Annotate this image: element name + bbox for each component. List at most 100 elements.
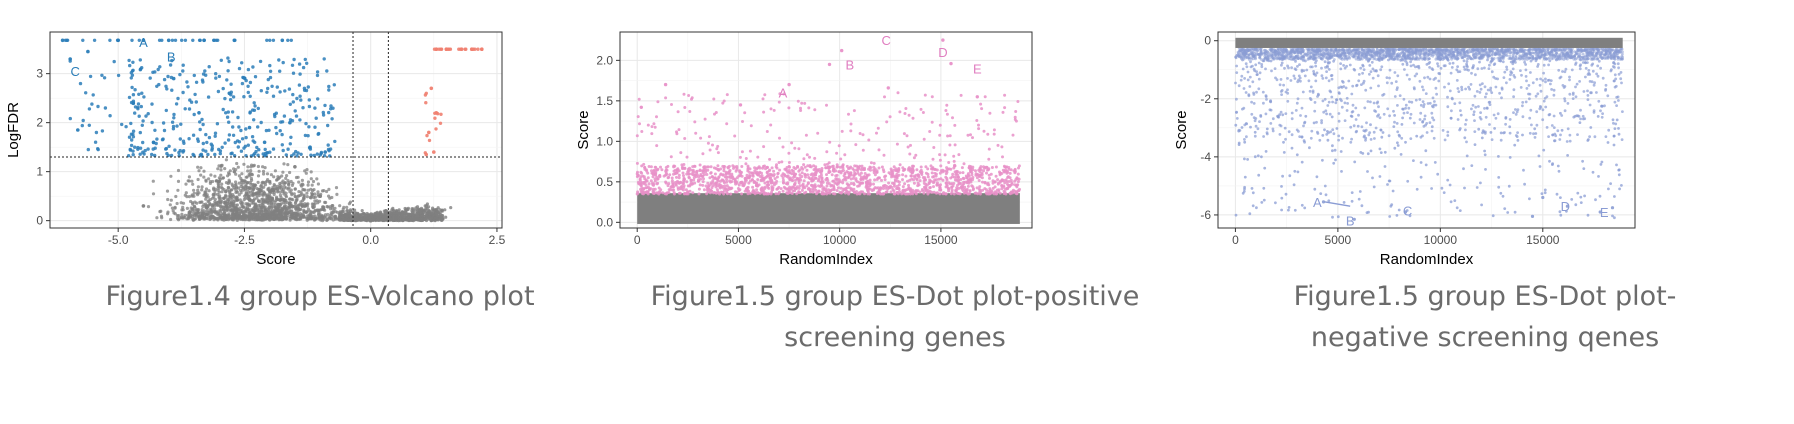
data-point: [308, 212, 312, 217]
data-point: [219, 168, 223, 172]
data-point: [424, 204, 429, 208]
data-point: [253, 75, 258, 79]
data-point: [237, 140, 242, 144]
data-point: [735, 190, 739, 194]
data-point: [202, 175, 206, 179]
data-point: [256, 180, 260, 184]
data-point: [805, 168, 809, 172]
data-point: [395, 209, 399, 213]
x-axis-label: RandomIndex: [779, 251, 873, 268]
data-point: [194, 80, 199, 85]
y-tick-label: 0: [36, 214, 43, 228]
data-point: [233, 207, 237, 211]
data-point: [1004, 168, 1008, 172]
data-point: [855, 192, 859, 196]
data-point: [800, 175, 804, 178]
data-point: [704, 170, 708, 174]
data-point: [248, 80, 253, 85]
data-point: [280, 132, 284, 137]
data-point: [298, 193, 302, 197]
data-point: [448, 47, 453, 51]
data-point: [670, 176, 674, 180]
data-point: [291, 71, 296, 75]
data-point: [202, 38, 206, 43]
data-point: [271, 147, 276, 151]
data-point: [281, 170, 285, 174]
data-point: [778, 92, 782, 96]
data-point: [330, 117, 334, 121]
data-point: [175, 201, 179, 206]
data-point: [232, 170, 236, 174]
data-point: [991, 181, 995, 185]
data-point: [793, 181, 797, 185]
data-point: [949, 61, 953, 66]
data-point: [685, 172, 689, 176]
y-tick-label: 0.5: [596, 175, 613, 189]
data-point: [905, 188, 909, 191]
data-point: [897, 173, 901, 177]
data-point: [244, 127, 248, 131]
data-point: [204, 132, 208, 137]
data-point: [713, 172, 717, 176]
data-point: [893, 192, 897, 196]
data-point: [328, 147, 333, 151]
data-point: [806, 181, 810, 185]
data-point: [660, 168, 664, 172]
data-point: [839, 157, 843, 161]
data-point: [301, 187, 305, 192]
data-point: [691, 165, 695, 169]
data-point: [698, 183, 702, 187]
data-point: [218, 208, 222, 212]
data-point: [708, 191, 712, 195]
data-point: [978, 185, 982, 189]
data-point: [820, 184, 824, 188]
data-point: [993, 190, 997, 194]
data-point: [743, 189, 747, 193]
data-point: [449, 206, 453, 210]
data-point: [256, 190, 260, 195]
data-point: [226, 110, 230, 114]
data-point: [187, 107, 192, 111]
data-point: [285, 208, 289, 212]
data-point: [288, 197, 292, 201]
data-point: [703, 165, 707, 169]
data-point: [968, 189, 972, 193]
data-point: [141, 204, 146, 208]
data-point: [191, 210, 195, 214]
data-point: [770, 166, 774, 170]
data-point: [225, 197, 229, 201]
data-point: [768, 168, 772, 172]
data-point: [298, 72, 302, 76]
data-point: [1006, 176, 1010, 179]
data-point: [740, 174, 744, 178]
data-point: [162, 77, 167, 82]
data-point: [271, 212, 275, 216]
data-point: [680, 184, 684, 188]
data-point: [186, 85, 190, 89]
data-point: [868, 192, 872, 196]
data-point: [878, 188, 882, 191]
data-point: [214, 187, 218, 191]
data-point: [915, 168, 919, 172]
data-point: [782, 92, 786, 96]
data-point: [255, 196, 259, 200]
data-point: [223, 167, 227, 171]
data-point: [800, 101, 804, 105]
data-point: [944, 175, 948, 179]
data-point: [424, 152, 429, 157]
data-point: [853, 164, 857, 168]
data-point: [103, 106, 108, 110]
data-point: [309, 170, 313, 174]
data-point: [831, 164, 835, 168]
data-point: [924, 182, 928, 186]
data-point: [298, 118, 302, 122]
data-point: [932, 190, 936, 194]
data-point: [924, 178, 928, 182]
data-point: [1459, 53, 1463, 57]
data-point: [701, 152, 705, 156]
data-point: [968, 178, 972, 182]
data-point: [932, 146, 936, 149]
data-point: [854, 143, 858, 147]
data-point: [753, 192, 757, 196]
data-point: [166, 38, 171, 43]
